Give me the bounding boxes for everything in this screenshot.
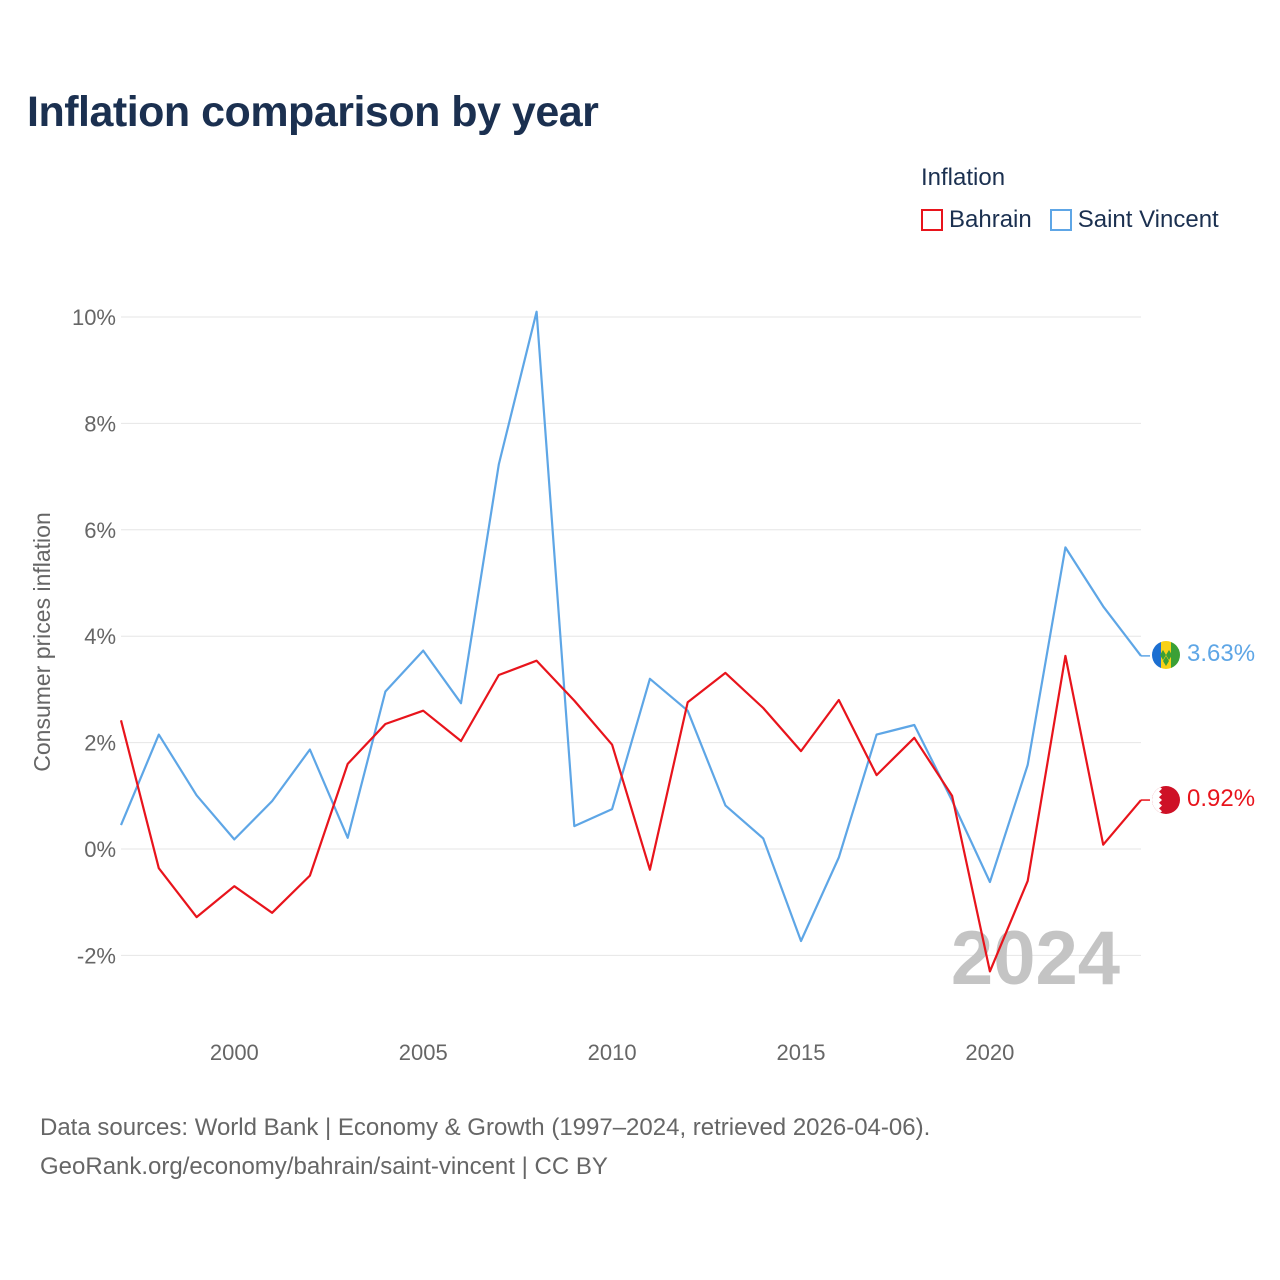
x-tick-label: 2000 [210,1040,259,1065]
end-label-saint-vincent: 3.63% [1187,640,1255,667]
year-watermark: 2024 [951,916,1120,1001]
legend-label-saint-vincent: Saint Vincent [1077,206,1219,233]
y-tick-label: 6% [84,518,116,543]
bahrain-flag-icon [1152,786,1180,814]
y-tick-label: 8% [84,411,116,436]
y-tick-label: 0% [84,837,116,862]
y-axis-title: Consumer prices inflation [29,512,55,772]
attribution-line[interactable]: GeoRank.org/economy/bahrain/saint-vincen… [40,1153,608,1180]
x-axis-ticks: 2000 2005 2010 2015 2020 [210,1040,1015,1065]
y-tick-label: 2% [84,731,116,756]
chart-title: Inflation comparison by year [27,88,599,136]
y-tick-label: -2% [77,943,116,968]
x-tick-label: 2005 [399,1040,448,1065]
grid-lines [121,316,1141,956]
y-tick-label: 4% [84,624,116,649]
series-line-saint-vincent[interactable] [119,310,1142,943]
legend-item-bahrain[interactable]: Bahrain [921,206,1032,234]
legend-swatch-saint-vincent [1049,209,1072,231]
legend-item-saint-vincent[interactable]: Saint Vincent [1049,206,1219,234]
sources-line: Data sources: World Bank | Economy & Gro… [40,1114,931,1141]
legend-swatch-bahrain [921,209,943,231]
saint-vincent-flag-icon [1152,641,1180,669]
data-sources: Data sources: World Bank | Economy & Gro… [40,1108,930,1186]
y-tick-label: 10% [72,305,116,330]
x-tick-label: 2020 [965,1040,1014,1065]
series-lines [119,310,1150,973]
end-label-bahrain: 0.92% [1187,785,1255,812]
series-line-bahrain[interactable] [119,654,1142,973]
legend-title: Inflation [921,164,1006,191]
legend: Bahrain Saint Vincent [921,206,1219,234]
legend-label-bahrain: Bahrain [949,206,1032,233]
x-tick-label: 2010 [588,1040,637,1065]
x-tick-label: 2015 [777,1040,826,1065]
line-chart: -2% 0% 2% 4% 6% 8% 10% 2000 2005 2010 2015 2020 20… [29,305,1255,1065]
y-axis-ticks: -2% 0% 2% 4% 6% 8% 10% [72,305,116,968]
